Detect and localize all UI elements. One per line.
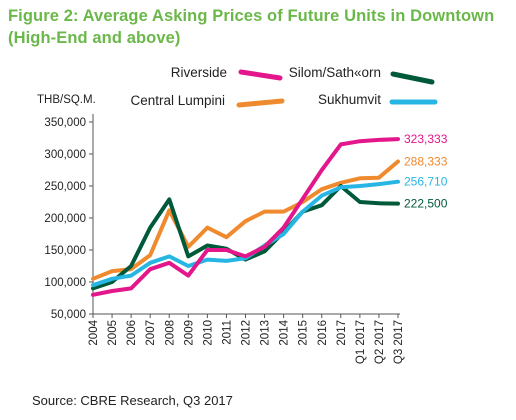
legend-swatch [390, 71, 435, 85]
y-tick-label: 200,000 [44, 213, 86, 225]
y-tick-label: 250,000 [44, 181, 86, 193]
series-line-central-lumpini [91, 159, 400, 281]
legend-label: Sukhumvit [318, 92, 381, 107]
x-tick-label: 2008 [164, 320, 176, 346]
x-tick-label: 2010 [202, 320, 214, 346]
x-tick-label: Q1 2017 [355, 320, 367, 364]
x-tick-label: 2011 [221, 320, 233, 345]
end-value-label: 288,333 [404, 154, 448, 168]
end-value-label: 256,710 [404, 175, 448, 189]
y-tick-label: 50,000 [51, 309, 86, 321]
x-tick-label: Q2 2017 [374, 320, 386, 364]
x-tick-label: 2014 [279, 319, 291, 345]
x-tick-label: 2013 [260, 320, 272, 346]
x-tick-label: 2007 [145, 320, 157, 346]
y-tick-label: 100,000 [44, 277, 86, 289]
legend-swatch [236, 98, 285, 108]
y-tick-label: 300,000 [44, 149, 86, 161]
series-line-silom-sathorn [91, 184, 400, 291]
figure-title: Figure 2: Average Asking Prices of Futur… [8, 7, 495, 47]
legend-label: Central Lumpini [130, 93, 225, 108]
x-tick-label: 2016 [317, 320, 329, 346]
x-tick-label: 2004 [88, 319, 100, 345]
x-tick-label: 2017 [336, 320, 348, 346]
x-tick-label: 2012 [241, 320, 253, 346]
x-tick-label: Q3 2017 [393, 320, 405, 364]
x-tick-label: 2009 [183, 320, 195, 346]
source-note: Source: CBRE Research, Q3 2017 [32, 393, 233, 408]
y-axis-label: THB/SQ.M. [37, 94, 96, 106]
end-value-label: 222,500 [404, 197, 448, 211]
x-tick-label: 2005 [107, 320, 119, 346]
y-tick-label: 150,000 [44, 245, 86, 257]
legend-swatch [238, 69, 283, 81]
x-tick-label: 2015 [298, 320, 310, 346]
legend-label: Silom/Sath«orn [289, 65, 381, 80]
series-line-riverside [91, 137, 400, 297]
end-value-label: 323,333 [404, 132, 448, 146]
legend-label: Riverside [171, 65, 227, 80]
x-tick-label: 2006 [126, 320, 138, 346]
y-tick-label: 350,000 [44, 117, 86, 129]
